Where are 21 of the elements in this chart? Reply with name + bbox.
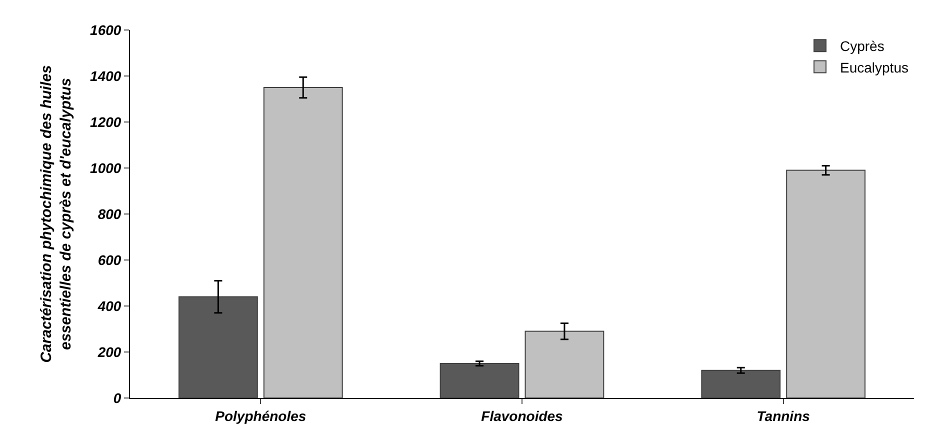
- x-tick-label: Tannins: [756, 408, 810, 424]
- x-tick-label: Flavonoides: [481, 408, 564, 424]
- legend-label: Eucalyptus: [840, 59, 908, 76]
- bar: [701, 370, 781, 398]
- bar: [786, 170, 866, 398]
- y-tick-label: 1200: [90, 114, 122, 130]
- y-tick-label: 1400: [90, 68, 122, 84]
- y-tick-label: 200: [96, 344, 122, 360]
- y-tick-label: 400: [96, 298, 122, 314]
- y-tick-label: 600: [98, 252, 122, 268]
- x-tick-label: Polyphénoles: [215, 408, 306, 424]
- bar: [524, 330, 604, 398]
- bar: [263, 87, 343, 398]
- bar: [178, 296, 258, 398]
- y-axis-title: Caractérisation phytochimique des huiles essentielles de cyprès et d'eucalyptus: [38, 65, 74, 363]
- legend-label: Cyprès: [840, 38, 884, 54]
- y-tick-label: 1000: [90, 160, 122, 176]
- y-tick-label: 1600: [90, 22, 122, 38]
- bar: [440, 363, 520, 398]
- y-tick-label: 0: [113, 390, 122, 406]
- y-tick-label: 800: [98, 206, 122, 222]
